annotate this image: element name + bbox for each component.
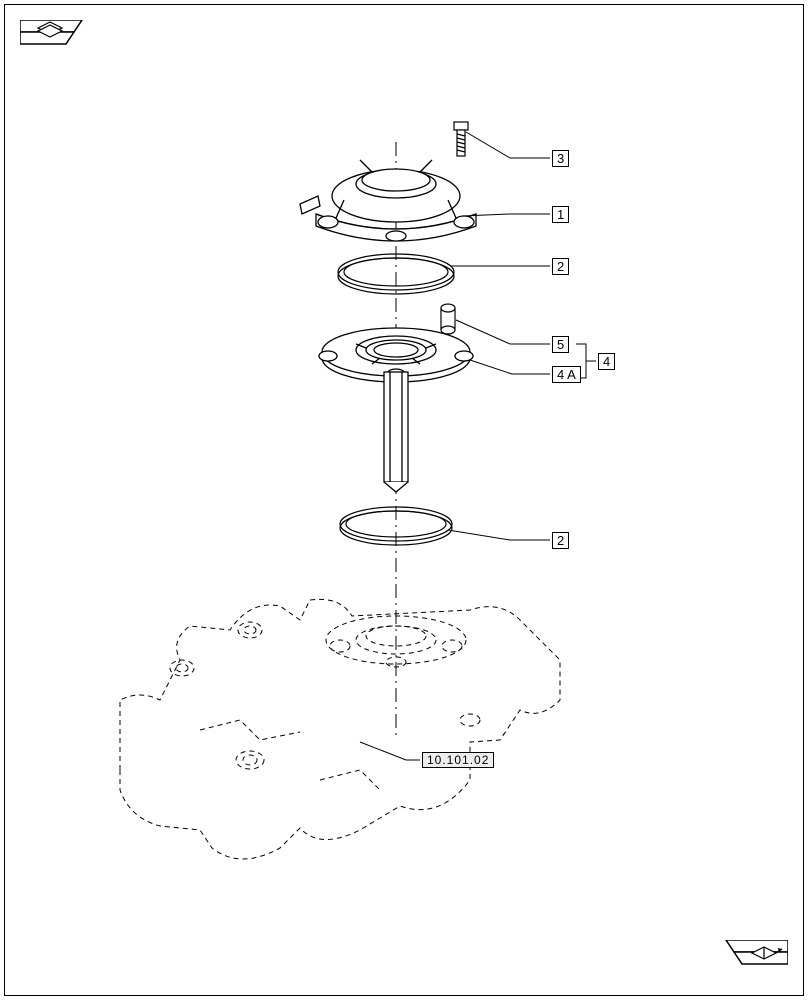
part-sleeve xyxy=(441,304,455,334)
part-bolt xyxy=(454,122,468,156)
callout-3: 3 xyxy=(552,150,569,167)
callout-5-text: 5 xyxy=(557,337,564,352)
callout-3-text: 3 xyxy=(557,151,564,166)
callout-2b: 2 xyxy=(552,532,569,549)
callout-1-text: 1 xyxy=(557,207,564,222)
callout-1: 1 xyxy=(552,206,569,223)
reference-text: 10.101.02 xyxy=(427,753,489,767)
callout-4: 4 xyxy=(598,353,615,370)
reference-block: 10.101.02 xyxy=(422,752,494,768)
callout-4a: 4 A xyxy=(552,366,581,383)
callout-5: 5 xyxy=(552,336,569,353)
part-cover xyxy=(300,160,476,241)
part-body xyxy=(319,328,473,492)
callout-2b-text: 2 xyxy=(557,533,564,548)
context-crankcase xyxy=(120,599,560,859)
callout-4-text: 4 xyxy=(603,354,610,369)
exploded-diagram xyxy=(0,0,808,1000)
callout-2a-text: 2 xyxy=(557,259,564,274)
callout-4a-text: 4 A xyxy=(557,367,576,382)
callout-2a: 2 xyxy=(552,258,569,275)
